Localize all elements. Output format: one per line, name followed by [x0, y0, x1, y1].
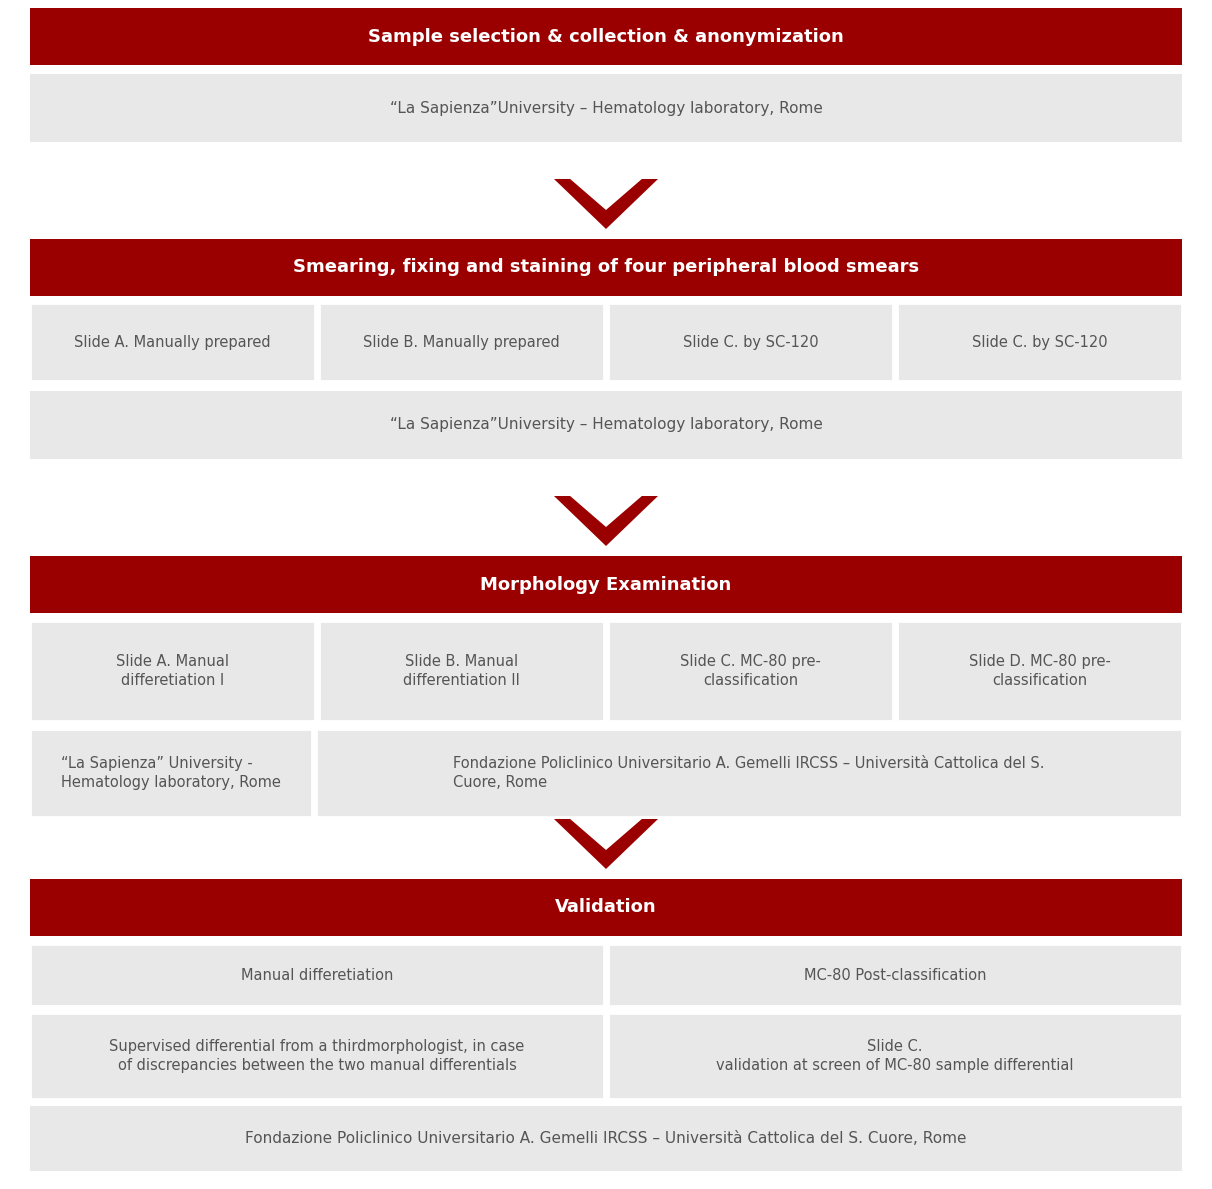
Text: Slide D. MC-80 pre-
classification: Slide D. MC-80 pre- classification: [968, 654, 1110, 688]
Bar: [30, 303, 315, 380]
Polygon shape: [554, 496, 658, 546]
Text: Sample selection & collection & anonymization: Sample selection & collection & anonymiz…: [368, 27, 844, 45]
Text: “La Sapienza”University – Hematology laboratory, Rome: “La Sapienza”University – Hematology lab…: [389, 417, 823, 433]
Bar: [319, 621, 604, 721]
Bar: [608, 621, 893, 721]
Bar: [30, 1013, 604, 1099]
Text: “La Sapienza” University -
Hematology laboratory, Rome: “La Sapienza” University - Hematology la…: [61, 755, 281, 791]
Bar: [30, 239, 1182, 296]
Bar: [897, 621, 1182, 721]
Bar: [30, 8, 1182, 65]
Text: Fondazione Policlinico Universitario A. Gemelli IRCSS – Università Cattolica del: Fondazione Policlinico Universitario A. …: [245, 1131, 967, 1146]
Text: Smearing, fixing and staining of four peripheral blood smears: Smearing, fixing and staining of four pe…: [293, 258, 919, 277]
Polygon shape: [554, 180, 658, 229]
Text: Fondazione Policlinico Universitario A. Gemelli IRCSS – Università Cattolica del: Fondazione Policlinico Universitario A. …: [453, 755, 1045, 791]
Text: Morphology Examination: Morphology Examination: [480, 575, 732, 593]
Bar: [30, 1106, 1182, 1171]
Bar: [30, 879, 1182, 936]
Bar: [30, 74, 1182, 141]
Text: MC-80 Post-classification: MC-80 Post-classification: [804, 968, 987, 982]
Bar: [30, 729, 313, 817]
Bar: [608, 944, 1182, 1006]
Bar: [30, 391, 1182, 459]
Bar: [30, 944, 604, 1006]
Text: Slide A. Manual
differetiation I: Slide A. Manual differetiation I: [116, 654, 229, 688]
Text: Slide A. Manually prepared: Slide A. Manually prepared: [74, 334, 270, 350]
Text: “La Sapienza”University – Hematology laboratory, Rome: “La Sapienza”University – Hematology lab…: [389, 101, 823, 115]
Bar: [319, 303, 604, 380]
Bar: [608, 1013, 1182, 1099]
Text: Slide C.
validation at screen of MC-80 sample differential: Slide C. validation at screen of MC-80 s…: [716, 1039, 1074, 1074]
Text: Manual differetiation: Manual differetiation: [241, 968, 393, 982]
Text: Slide B. Manual
differentiation II: Slide B. Manual differentiation II: [404, 654, 520, 688]
Polygon shape: [554, 819, 658, 869]
Text: Slide B. Manually prepared: Slide B. Manually prepared: [364, 334, 560, 350]
Text: Validation: Validation: [555, 899, 657, 917]
Bar: [30, 621, 315, 721]
Bar: [316, 729, 1182, 817]
Text: Slide C. by SC-120: Slide C. by SC-120: [682, 334, 818, 350]
Text: Supervised differential from a thirdmorphologist, in case
of discrepancies betwe: Supervised differential from a thirdmorp…: [109, 1039, 525, 1074]
Text: Slide C. MC-80 pre-
classification: Slide C. MC-80 pre- classification: [680, 654, 821, 688]
Text: Slide C. by SC-120: Slide C. by SC-120: [972, 334, 1108, 350]
Bar: [608, 303, 893, 380]
Bar: [897, 303, 1182, 380]
Bar: [30, 556, 1182, 614]
